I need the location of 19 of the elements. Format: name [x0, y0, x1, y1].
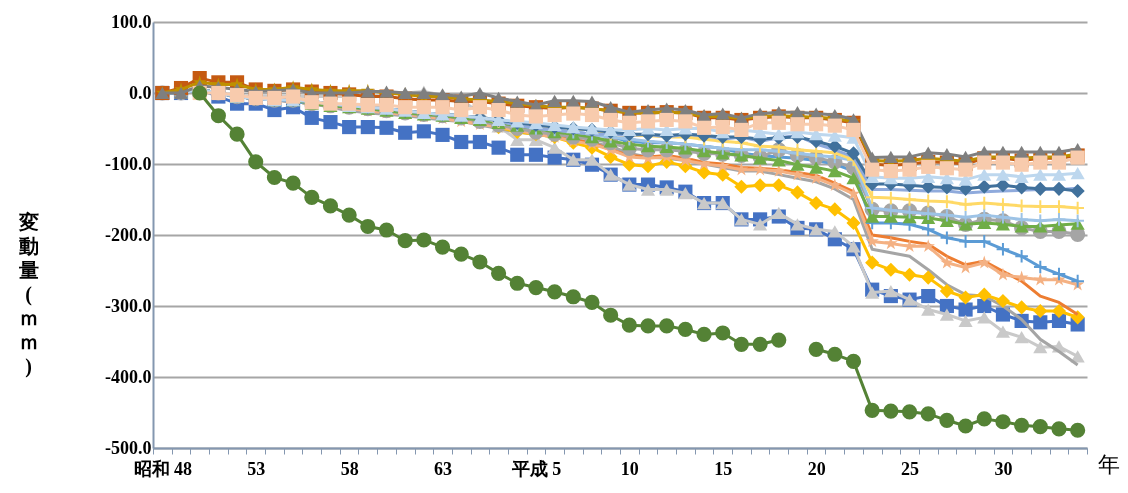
- x-tick-label: 昭和 48: [133, 458, 193, 479]
- y-axis-title: 変動量(ｍｍ): [17, 210, 39, 378]
- x-tick-label: 平成 5: [510, 458, 562, 479]
- x-tick-label: 30: [994, 458, 1013, 479]
- x-tick-label: 10: [620, 458, 639, 479]
- x-tick-label: 20: [807, 458, 826, 479]
- x-tick-label: 58: [340, 458, 359, 479]
- x-tick-label: 25: [901, 458, 920, 479]
- x-tick-label: 53: [247, 458, 266, 479]
- y-tick-label: -100.0: [105, 153, 152, 174]
- y-tick-label: 0.0: [129, 82, 152, 103]
- x-axis-title: 年: [1097, 451, 1120, 477]
- y-tick-label: 100.0: [111, 11, 152, 32]
- y-tick-label: -500.0: [105, 437, 152, 458]
- y-tick-label: -200.0: [105, 224, 152, 245]
- y-tick-label: -400.0: [105, 366, 152, 387]
- x-tick-label: 63: [434, 458, 453, 479]
- x-tick-label: 15: [714, 458, 733, 479]
- y-tick-label: -300.0: [105, 295, 152, 316]
